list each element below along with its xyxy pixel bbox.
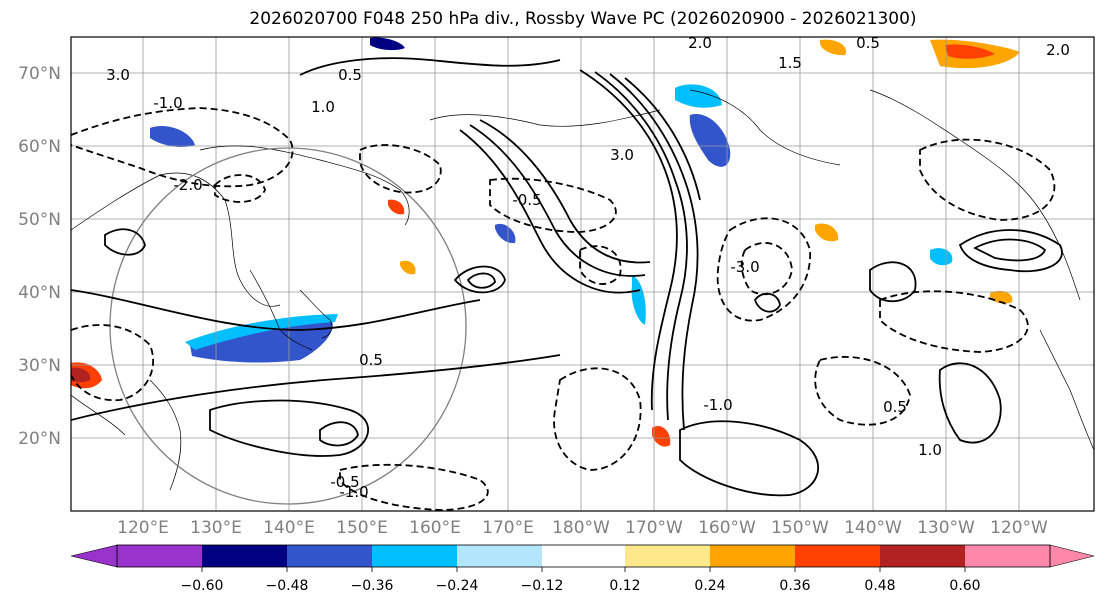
contour-label: 0.5 xyxy=(359,351,383,369)
lat-label-20n: 20°N xyxy=(18,429,61,449)
colorbar-extend-low xyxy=(70,544,118,568)
negative-div-patch-japan-edge xyxy=(185,314,338,350)
positive-div-patch-mid2 xyxy=(400,260,416,275)
colorbar-tick-label: 0.36 xyxy=(779,578,810,594)
contour-label: -2.0 xyxy=(173,176,202,194)
lon-label: 120°E xyxy=(117,518,169,538)
contour-label: 1.0 xyxy=(918,441,942,459)
contour-label: 2.0 xyxy=(688,34,712,52)
lon-label: 160°E xyxy=(409,518,461,538)
contour-label: -0.5 xyxy=(330,473,359,491)
positive-div-patch-west-core xyxy=(71,367,91,383)
lon-label: 170°W xyxy=(625,518,683,538)
figure-title: 2026020700 F048 250 hPa div., Rossby Wav… xyxy=(249,9,916,29)
lon-label: 170°E xyxy=(482,518,534,538)
lon-label: 130°E xyxy=(190,518,242,538)
colorbar-extend-high xyxy=(1049,544,1095,568)
lat-label-70n: 70°N xyxy=(18,64,61,84)
colorbar-tick-label: −0.60 xyxy=(181,578,224,594)
lon-label: 150°W xyxy=(771,518,829,538)
colorbar-tick-label: 0.24 xyxy=(694,578,725,594)
colorbar-tick-label: −0.12 xyxy=(521,578,564,594)
colorbar-swatch xyxy=(880,545,965,567)
graticule xyxy=(71,37,1094,511)
negative-div-patch-northwest xyxy=(150,125,195,148)
colorbar-swatch xyxy=(372,545,457,567)
contour-label: 3.0 xyxy=(610,146,634,164)
longitude-labels: 120°E 130°E 140°E 150°E 160°E 170°E 180°… xyxy=(117,518,1048,538)
contour-label: -0.5 xyxy=(512,191,541,209)
contour-label: -1.0 xyxy=(339,483,368,501)
colorbar-swatch xyxy=(795,545,880,567)
map-frame xyxy=(70,36,1095,512)
contour-label: -3.0 xyxy=(730,258,759,276)
negative-div-patch-north xyxy=(370,37,405,51)
colorbar-tick-label: 0.12 xyxy=(609,578,640,594)
contour-label: 0.5 xyxy=(883,398,907,416)
negative-div-patch-east xyxy=(930,248,953,266)
contour-label: -1.0 xyxy=(703,396,732,414)
colorbar-tick-label: −0.36 xyxy=(351,578,394,594)
colorbar-tick-label: −0.48 xyxy=(266,578,309,594)
lon-label: 150°E xyxy=(336,518,388,538)
colorbar-frame xyxy=(116,544,1051,568)
colorbar-swatch xyxy=(117,545,202,567)
lon-label: 160°W xyxy=(698,518,756,538)
contour-label: 1.5 xyxy=(778,54,802,72)
positive-div-patch-top xyxy=(820,39,846,56)
positive-div-patch-aleutian xyxy=(815,223,839,242)
positive-contours xyxy=(71,57,1063,497)
colorbar-tick-label: 0.60 xyxy=(949,578,980,594)
colorbar-tick-labels: −0.60 −0.48 −0.36 −0.24 −0.12 0.12 0.24 … xyxy=(181,578,981,594)
colorbar-swatch xyxy=(965,545,1050,567)
negative-div-patch-mid xyxy=(631,275,646,325)
latitude-labels: 70°N 60°N 50°N 40°N 30°N 20°N xyxy=(18,64,61,449)
positive-div-patch-northeast-core xyxy=(945,44,995,59)
negative-div-patch-alaska-edge xyxy=(675,84,722,108)
lat-label-50n: 50°N xyxy=(18,210,61,230)
lon-label: 130°W xyxy=(917,518,975,538)
negative-contours xyxy=(71,107,1056,511)
colorbar-swatch xyxy=(542,545,625,567)
contour-label: 2.0 xyxy=(1046,41,1070,59)
colorbar-swatch xyxy=(710,545,795,567)
colorbar-swatch xyxy=(287,545,372,567)
contour-label: 3.0 xyxy=(106,66,130,84)
lon-label: 140°E xyxy=(263,518,315,538)
lon-label: 120°W xyxy=(990,518,1048,538)
contour-label: -1.0 xyxy=(153,94,182,112)
colorbar-swatch xyxy=(457,545,542,567)
negative-div-patch-alaska xyxy=(689,114,731,167)
colorbar-tick-label: 0.48 xyxy=(864,578,895,594)
lat-label-60n: 60°N xyxy=(18,137,61,157)
colorbar-tick-label: −0.24 xyxy=(436,578,479,594)
contour-labels: 3.0 0.5 -1.0 -2.0 2.0 1.5 -0.5 0.5 3.0 -… xyxy=(106,34,1070,501)
colorbar-ticks xyxy=(201,567,966,572)
contour-label: 0.5 xyxy=(856,34,880,52)
lon-label: 180°W xyxy=(552,518,610,538)
contour-label: 0.5 xyxy=(338,66,362,84)
divergence-shading xyxy=(71,37,1020,447)
map-panel: 3.0 0.5 -1.0 -2.0 2.0 1.5 -0.5 0.5 3.0 -… xyxy=(18,34,1095,538)
positive-div-patch-west2 xyxy=(388,199,405,215)
positive-div-patch-hawaii xyxy=(652,425,671,447)
lat-label-30n: 30°N xyxy=(18,356,61,376)
lon-label: 140°W xyxy=(844,518,902,538)
lat-label-40n: 40°N xyxy=(18,283,61,303)
positive-div-patch-east2 xyxy=(990,290,1013,304)
negative-div-patch-pacific xyxy=(495,223,516,244)
colorbar-swatch xyxy=(625,545,710,567)
contour-label: 1.0 xyxy=(311,98,335,116)
colorbar-swatch xyxy=(202,545,287,567)
colorbar: −0.60 −0.48 −0.36 −0.24 −0.12 0.12 0.24 … xyxy=(70,544,1095,594)
